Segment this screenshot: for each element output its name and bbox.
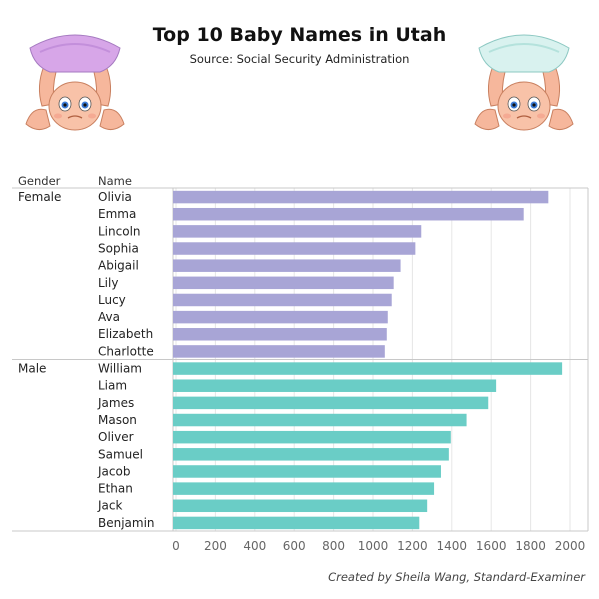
bar-olivia (173, 190, 549, 204)
chart-subtitle: Source: Social Security Administration (189, 52, 410, 66)
bar-oliver (173, 430, 451, 444)
name-label: Charlotte (98, 344, 154, 358)
bar-abigail (173, 259, 401, 272)
bar-lincoln (173, 225, 422, 238)
name-label: Liam (98, 379, 127, 393)
bar-jacob (173, 465, 441, 478)
x-tick-label: 1000 (358, 539, 389, 553)
bar-samuel (173, 448, 449, 461)
x-tick-label: 1400 (437, 539, 468, 553)
name-label: James (97, 396, 134, 410)
gender-label: Female (18, 190, 61, 204)
name-label: Ethan (98, 482, 133, 496)
bar-mason (173, 413, 467, 427)
x-tick-label: 1600 (476, 539, 507, 553)
name-label: Samuel (98, 447, 143, 461)
name-label: Abigail (98, 259, 139, 273)
name-label: Ava (98, 310, 120, 324)
bar-charlotte (173, 345, 385, 358)
bar-sophia (173, 242, 416, 255)
name-label: Elizabeth (98, 327, 153, 341)
bar-ava (173, 310, 388, 324)
name-label: Mason (98, 413, 137, 427)
x-tick-label: 800 (322, 539, 345, 553)
chart-title: Top 10 Baby Names in Utah (152, 24, 447, 46)
baby-teal-diaper-icon (474, 34, 574, 131)
bar-liam (173, 379, 497, 392)
bar-emma (173, 207, 524, 221)
name-label: Lucy (98, 293, 126, 307)
x-tick-label: 2000 (555, 539, 586, 553)
x-tick-label: 1200 (397, 539, 428, 553)
credit-line: Created by Sheila Wang, Standard-Examine… (328, 570, 585, 584)
bar-lucy (173, 293, 392, 307)
x-tick-label: 600 (283, 539, 306, 553)
name-label: Sophia (98, 241, 139, 255)
name-label: Lily (98, 276, 118, 290)
x-tick-label: 400 (243, 539, 266, 553)
bar-benjamin (173, 516, 420, 530)
x-tick-label: 1800 (515, 539, 546, 553)
name-label: Jack (97, 499, 122, 513)
name-column-header: Name (98, 174, 132, 188)
bar-ethan (173, 482, 435, 495)
x-tick-label: 200 (204, 539, 227, 553)
bar-elizabeth (173, 328, 387, 341)
baby-purple-diaper-icon (25, 34, 125, 131)
name-label: Benjamin (98, 516, 155, 530)
bar-william (173, 362, 563, 375)
name-label: Olivia (98, 190, 132, 204)
name-label: Oliver (98, 430, 134, 444)
name-label: Jacob (97, 464, 130, 478)
bar-lily (173, 276, 394, 290)
gender-column-header: Gender (18, 174, 61, 188)
x-tick-label: 0 (172, 539, 180, 553)
name-label: William (98, 362, 142, 376)
bar-jack (173, 499, 428, 513)
name-label: Emma (98, 207, 136, 221)
gender-label: Male (18, 362, 46, 376)
bar-james (173, 396, 489, 410)
name-label: Lincoln (98, 224, 141, 238)
